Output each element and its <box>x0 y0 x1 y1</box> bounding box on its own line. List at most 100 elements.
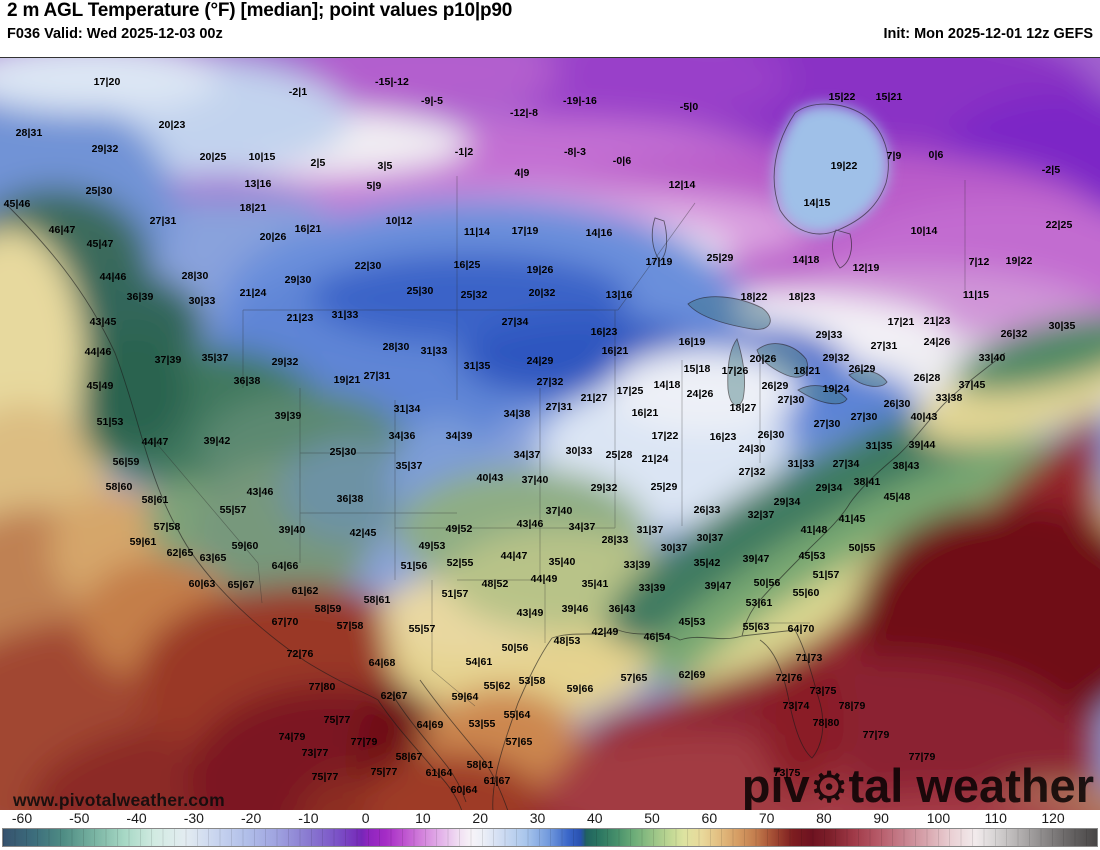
point-value: 26|33 <box>693 504 721 516</box>
point-value: 4|9 <box>514 167 530 179</box>
point-value: 24|26 <box>923 336 951 348</box>
point-value: 27|32 <box>738 466 766 478</box>
colorbar-tick-label: 90 <box>873 810 889 826</box>
point-value: 78|80 <box>812 717 840 729</box>
point-value: 43|46 <box>246 486 274 498</box>
point-value: 67|70 <box>271 616 299 628</box>
point-value: 53|55 <box>468 718 496 730</box>
point-value: 64|69 <box>416 719 444 731</box>
point-value: 13|16 <box>244 178 272 190</box>
point-value: 60|64 <box>450 784 478 796</box>
point-value: 71|73 <box>795 652 823 664</box>
colorbar-tick-label: 110 <box>984 810 1007 826</box>
point-value: 45|48 <box>883 491 911 503</box>
point-value: 26|28 <box>913 372 941 384</box>
point-value: 20|23 <box>158 119 186 131</box>
point-value: -1|2 <box>454 146 474 158</box>
point-value: 35|37 <box>201 352 229 364</box>
point-value: 73|75 <box>773 767 801 779</box>
point-value: 46|54 <box>643 631 671 643</box>
colorbar-tick-label: 30 <box>529 810 546 826</box>
point-value: 44|47 <box>500 550 528 562</box>
point-value: 34|39 <box>445 430 473 442</box>
point-value: -5|0 <box>679 101 699 113</box>
point-value: 33|39 <box>623 559 651 571</box>
point-value: 57|65 <box>505 736 533 748</box>
pivotal-weather-logo: piv⚙tal weather <box>742 762 1094 810</box>
point-value: 20|26 <box>259 231 287 243</box>
colorbar-tick-label: 80 <box>816 810 832 826</box>
point-value: 37|39 <box>154 354 182 366</box>
point-value: 31|34 <box>393 403 421 415</box>
point-value: 64|68 <box>368 657 396 669</box>
point-value: 26|29 <box>761 380 789 392</box>
point-value: 73|75 <box>809 685 837 697</box>
point-value: 29|32 <box>271 356 299 368</box>
point-value: -9|-5 <box>420 95 444 107</box>
point-value: 25|29 <box>650 481 678 493</box>
point-value: 34|38 <box>503 408 531 420</box>
point-value: 63|65 <box>199 552 227 564</box>
point-value: 73|77 <box>301 747 329 759</box>
colorbar-tick-label: 120 <box>1041 810 1065 826</box>
point-value: 27|31 <box>363 370 391 382</box>
point-value: 72|76 <box>286 648 314 660</box>
point-value: 42|45 <box>349 527 377 539</box>
colorbar-tick-label: 70 <box>758 810 775 826</box>
point-value: 77|80 <box>308 681 336 693</box>
point-value: 19|22 <box>830 160 858 172</box>
point-value: 29|32 <box>590 482 618 494</box>
point-value: 58|59 <box>314 603 342 615</box>
point-value: 35|42 <box>693 557 721 569</box>
point-value: 24|30 <box>738 443 766 455</box>
colorbar <box>2 828 1098 847</box>
point-value: 27|34 <box>832 458 860 470</box>
point-value: 43|45 <box>89 316 117 328</box>
point-value: 57|58 <box>336 620 364 632</box>
point-value: 55|63 <box>742 621 770 633</box>
point-value: 39|46 <box>561 603 589 615</box>
point-value: 31|33 <box>787 458 815 470</box>
point-value: 30|37 <box>696 532 724 544</box>
point-value: 19|26 <box>526 264 554 276</box>
point-value: 25|29 <box>706 252 734 264</box>
point-value: 77|79 <box>350 736 378 748</box>
point-value: 31|35 <box>865 440 893 452</box>
colorbar-tick-label: -10 <box>298 810 319 826</box>
point-value: 59|60 <box>231 540 259 552</box>
point-value: 19|21 <box>333 374 361 386</box>
point-value: 31|33 <box>331 309 359 321</box>
point-value: 25|30 <box>329 446 357 458</box>
point-value: 51|57 <box>441 588 469 600</box>
colorbar-tick-label: 10 <box>415 810 431 826</box>
point-value: 10|15 <box>248 151 276 163</box>
point-value: 38|41 <box>853 476 881 488</box>
point-value: 25|30 <box>406 285 434 297</box>
point-value: 20|26 <box>749 353 777 365</box>
point-value: 30|33 <box>188 295 216 307</box>
point-value: 0|6 <box>928 149 944 161</box>
point-value: 75|77 <box>370 766 398 778</box>
point-value: 20|25 <box>199 151 227 163</box>
point-value: 28|31 <box>15 127 43 139</box>
point-value: 39|47 <box>704 580 732 592</box>
point-value: 16|19 <box>678 336 706 348</box>
point-value: 59|64 <box>451 691 479 703</box>
point-value: 30|33 <box>565 445 593 457</box>
point-value: 37|45 <box>958 379 986 391</box>
point-value: 55|62 <box>483 680 511 692</box>
point-value: 19|24 <box>822 383 850 395</box>
point-value: 17|20 <box>93 76 121 88</box>
point-value: 26|30 <box>757 429 785 441</box>
point-value: 58|67 <box>395 751 423 763</box>
point-value: 18|22 <box>740 291 768 303</box>
point-value: 39|47 <box>742 553 770 565</box>
point-value: 37|40 <box>545 505 573 517</box>
point-value: -12|-8 <box>509 107 539 119</box>
point-value: 27|31 <box>149 215 177 227</box>
colorbar-tick-label: 20 <box>472 810 489 826</box>
point-value: 27|34 <box>501 316 529 328</box>
point-value: 18|21 <box>793 365 821 377</box>
point-value: 44|47 <box>141 436 169 448</box>
page-title: 2 m AGL Temperature (°F) [median]; point… <box>7 0 513 21</box>
